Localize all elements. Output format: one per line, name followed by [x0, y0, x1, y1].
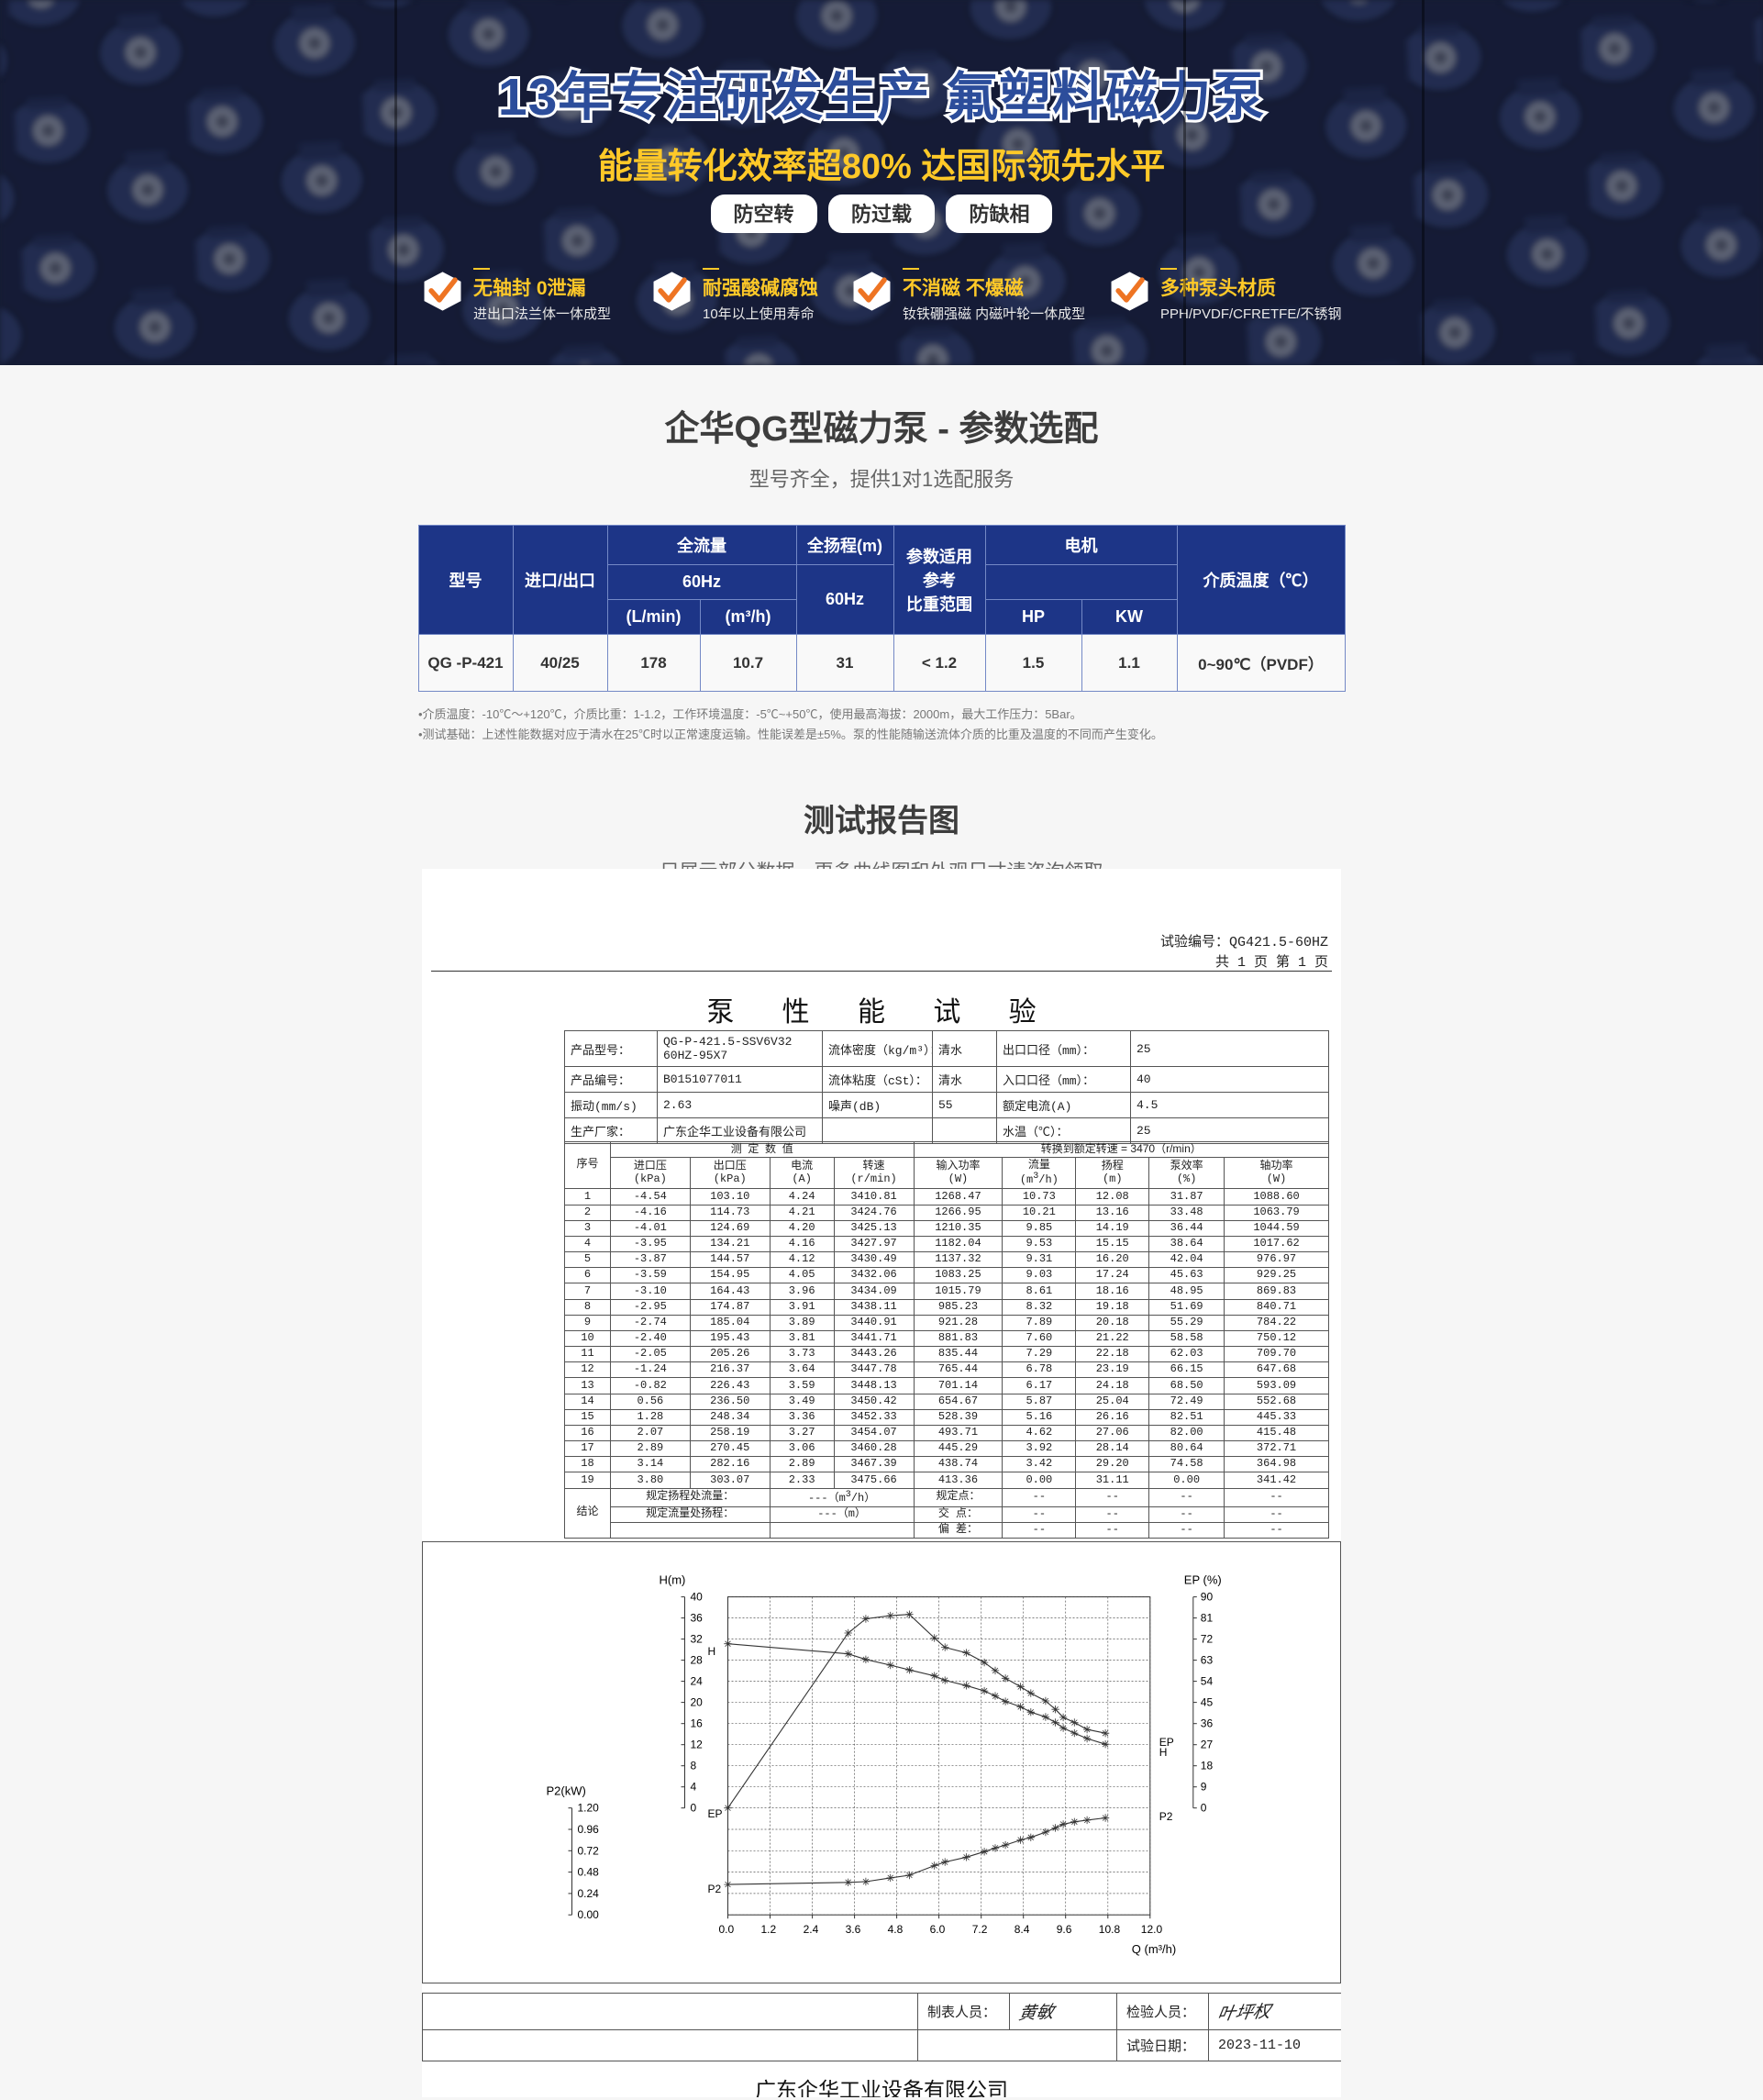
svg-text:0: 0 — [691, 1802, 697, 1815]
svg-text:24: 24 — [691, 1675, 704, 1688]
svg-text:28: 28 — [691, 1654, 704, 1667]
svg-text:10.8: 10.8 — [1099, 1923, 1121, 1936]
svg-text:32: 32 — [691, 1633, 704, 1646]
svg-text:H: H — [708, 1645, 716, 1658]
svg-text:36: 36 — [1201, 1717, 1214, 1730]
svg-text:EP (%): EP (%) — [1184, 1573, 1222, 1587]
svg-text:8: 8 — [691, 1760, 697, 1772]
svg-text:63: 63 — [1201, 1654, 1214, 1667]
svg-text:40: 40 — [691, 1591, 704, 1604]
svg-text:90: 90 — [1201, 1591, 1214, 1604]
svg-text:3.6: 3.6 — [846, 1923, 861, 1936]
svg-text:6.0: 6.0 — [930, 1923, 946, 1936]
svg-text:H(m): H(m) — [660, 1573, 686, 1587]
svg-text:16: 16 — [691, 1717, 704, 1730]
svg-text:4.8: 4.8 — [888, 1923, 904, 1936]
svg-text:0.48: 0.48 — [578, 1866, 600, 1879]
svg-text:4: 4 — [691, 1781, 697, 1794]
svg-text:20: 20 — [691, 1696, 704, 1709]
svg-text:0.24: 0.24 — [578, 1887, 600, 1900]
svg-text:9.6: 9.6 — [1057, 1923, 1072, 1936]
svg-text:EP: EP — [708, 1807, 723, 1820]
svg-text:27: 27 — [1201, 1739, 1214, 1751]
svg-text:12.0: 12.0 — [1141, 1923, 1163, 1936]
svg-text:18: 18 — [1201, 1760, 1214, 1772]
svg-text:45: 45 — [1201, 1696, 1214, 1709]
svg-text:Q (m³/h): Q (m³/h) — [1132, 1942, 1176, 1956]
svg-text:7.2: 7.2 — [972, 1923, 988, 1936]
svg-text:0.96: 0.96 — [578, 1823, 600, 1836]
svg-text:1.2: 1.2 — [761, 1923, 777, 1936]
svg-text:P2(kW): P2(kW) — [547, 1784, 586, 1798]
svg-text:2.4: 2.4 — [804, 1923, 819, 1936]
svg-text:36: 36 — [691, 1612, 704, 1625]
svg-text:H: H — [1159, 1746, 1168, 1759]
svg-text:72: 72 — [1201, 1633, 1214, 1646]
svg-text:P2: P2 — [708, 1883, 722, 1895]
svg-text:1.20: 1.20 — [578, 1802, 600, 1815]
svg-text:8.4: 8.4 — [1015, 1923, 1030, 1936]
svg-text:0.00: 0.00 — [578, 1908, 600, 1921]
svg-text:12: 12 — [691, 1739, 704, 1751]
svg-text:P2: P2 — [1159, 1810, 1173, 1823]
svg-text:0.72: 0.72 — [578, 1844, 600, 1857]
svg-text:81: 81 — [1201, 1612, 1214, 1625]
svg-text:9: 9 — [1201, 1781, 1207, 1794]
svg-text:0: 0 — [1201, 1802, 1207, 1815]
svg-text:54: 54 — [1201, 1675, 1214, 1688]
svg-text:0.0: 0.0 — [719, 1923, 735, 1936]
